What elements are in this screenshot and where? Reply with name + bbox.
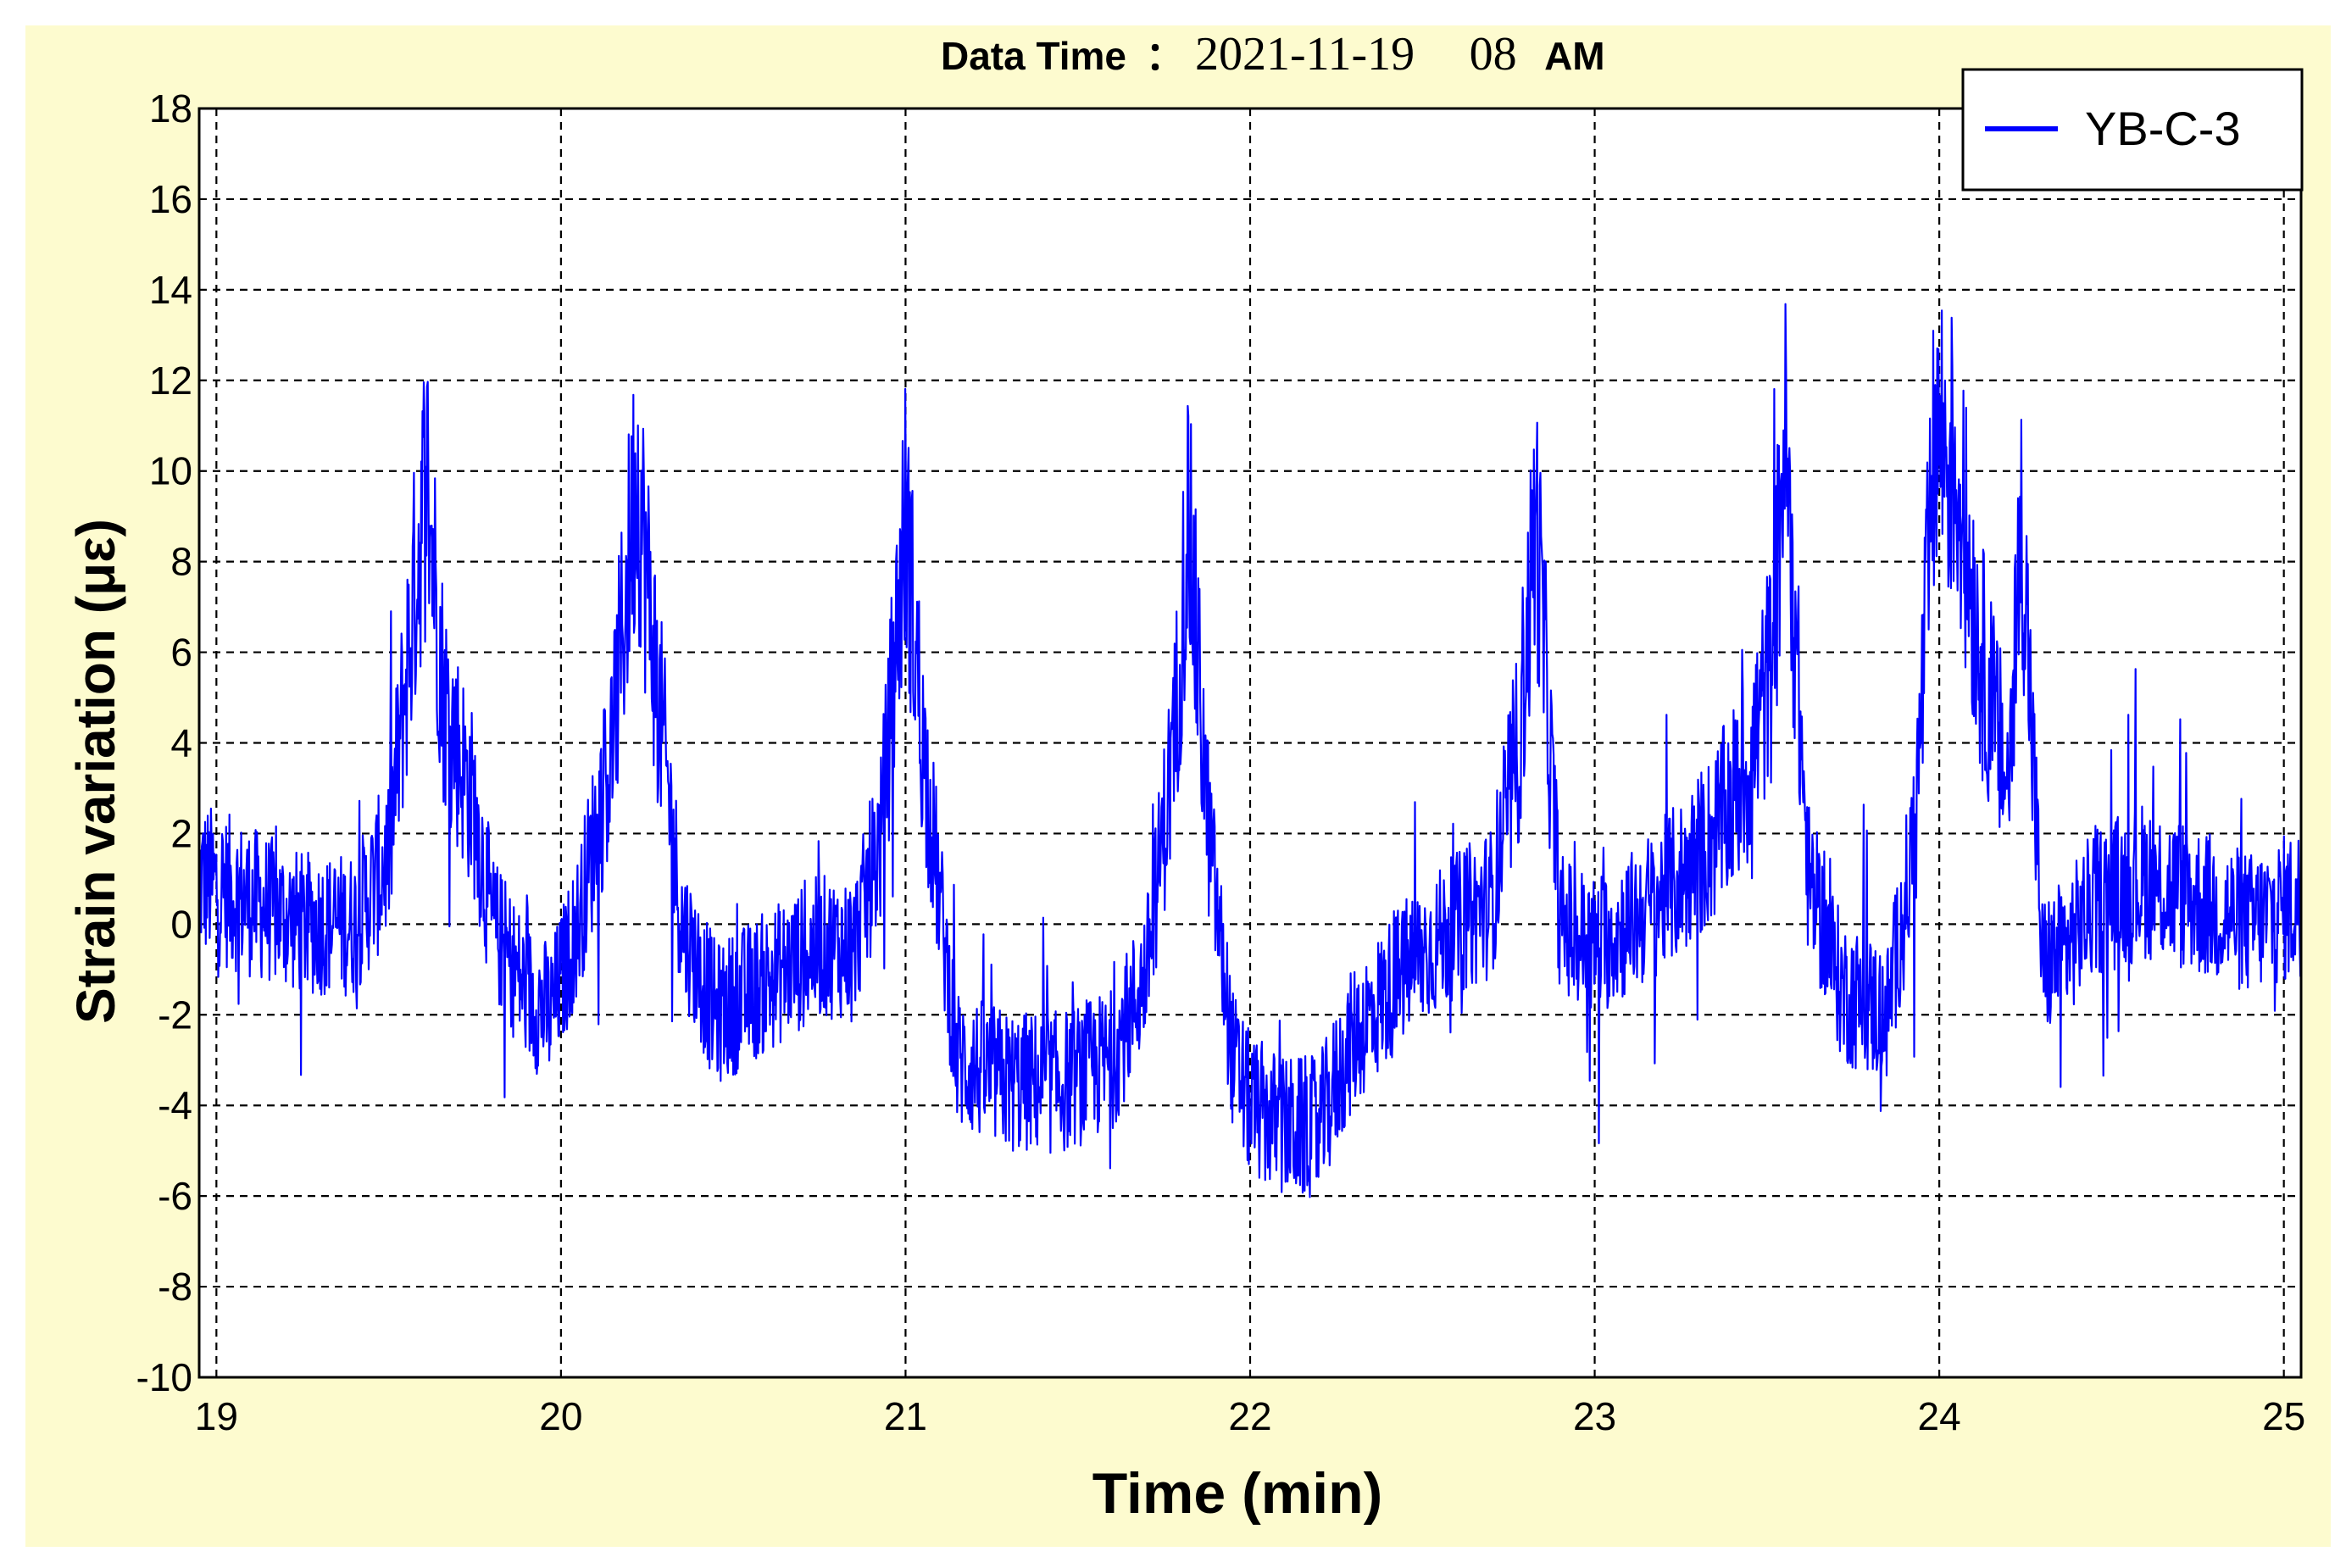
y-tick-label: -2 <box>158 993 192 1037</box>
title-label: Data Time <box>941 34 1126 78</box>
x-tick-label: 22 <box>1228 1394 1271 1438</box>
y-tick-label: -4 <box>158 1083 192 1127</box>
x-tick-label: 23 <box>1573 1394 1616 1438</box>
y-axis-title: Strain variation (με) <box>65 519 126 1024</box>
y-tick-label: 18 <box>149 86 192 131</box>
chart-title: Data Time ： 2021-11-19 08 AM <box>941 28 1605 81</box>
data-layer <box>197 303 2303 1198</box>
series-line-yb-c-3 <box>197 303 2303 1198</box>
y-tick-label: 16 <box>149 177 192 221</box>
x-tick-label: 21 <box>884 1394 927 1438</box>
y-tick-label: 10 <box>149 449 192 493</box>
x-tick-label: 24 <box>1918 1394 1961 1438</box>
title-separator: ： <box>1145 34 1184 78</box>
chart-frame: Data Time ： 2021-11-19 08 AM 19 20 21 22 23 2… <box>25 25 2331 1547</box>
legend-box <box>1961 68 2304 192</box>
legend: YB-C-3 <box>1961 68 2304 192</box>
x-tick-label: 19 <box>195 1394 238 1438</box>
y-tick-label: 4 <box>170 721 192 765</box>
y-tick-label: -10 <box>136 1355 192 1399</box>
x-tick-label: 20 <box>539 1394 582 1438</box>
y-tick-label: 12 <box>149 359 192 403</box>
y-tick-label: 8 <box>170 540 192 584</box>
y-tick-label: 14 <box>149 268 192 312</box>
y-tick-label: -6 <box>158 1174 192 1218</box>
x-axis-title: Time (min) <box>1092 1461 1383 1526</box>
x-tick-label: 25 <box>2262 1394 2305 1438</box>
plot-border <box>197 107 2303 1379</box>
title-hour: 08 <box>1470 28 1517 81</box>
y-tick-label: 2 <box>170 811 192 855</box>
title-date: 2021-11-19 <box>1195 28 1415 81</box>
chart-svg: Data Time ： 2021-11-19 08 AM 19 20 21 22 23 2… <box>65 28 2306 1526</box>
legend-label-yb-c-3: YB-C-3 <box>2085 102 2241 155</box>
y-tick-label: -8 <box>158 1265 192 1309</box>
y-tick-label: 0 <box>170 902 192 946</box>
title-period: AM <box>1544 34 1605 78</box>
y-tick-label: 6 <box>170 631 192 675</box>
